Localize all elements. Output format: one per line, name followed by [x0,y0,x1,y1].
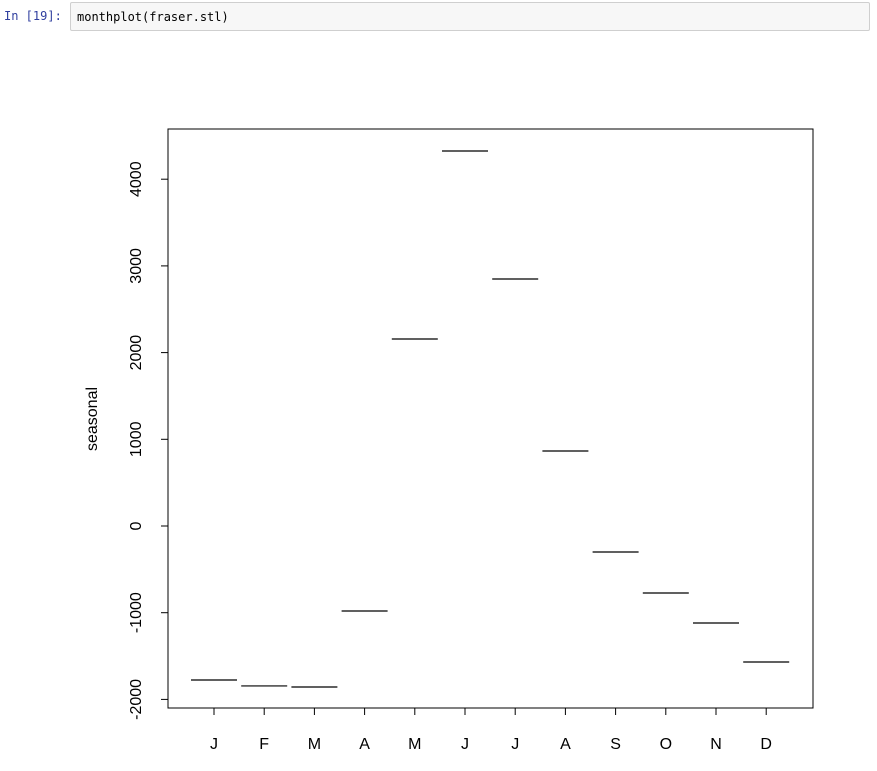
x-tick-label: A [560,736,571,753]
y-tick-label: 2000 [128,335,145,371]
y-tick-label: -2000 [128,679,145,720]
notebook-cell: In [19]: monthplot(fraser.stl) [0,0,877,40]
x-tick-label: D [760,736,772,753]
y-tick-label: -1000 [128,592,145,633]
y-tick-label: 3000 [128,248,145,284]
x-tick-label: J [461,736,469,753]
y-tick-label: 0 [128,521,145,530]
y-tick-label: 1000 [128,421,145,457]
x-tick-label: A [359,736,370,753]
x-tick-label: F [259,736,269,753]
x-tick-label: O [660,736,672,753]
x-tick-label: J [511,736,519,753]
x-tick-label: J [210,736,218,753]
x-tick-label: N [710,736,722,753]
x-tick-label: M [408,736,421,753]
y-tick-label: 4000 [128,161,145,197]
code-input[interactable]: monthplot(fraser.stl) [70,2,870,31]
plot-frame [167,128,814,709]
series-marks [191,150,790,688]
y-axis-label: seasonal [84,387,101,451]
y-axis: -2000 -1000 0 1000 2000 3000 4000 [128,161,168,720]
x-tick-label: M [308,736,321,753]
x-tick-label: S [610,736,621,753]
code-text: monthplot(fraser.stl) [77,10,229,24]
cell-prompt: In [19]: [4,9,62,23]
